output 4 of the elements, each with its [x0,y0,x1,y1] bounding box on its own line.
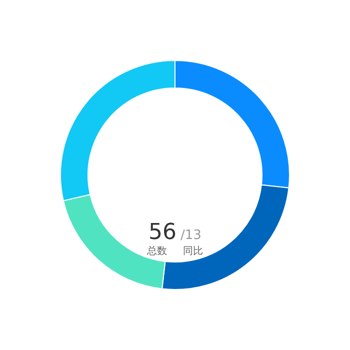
text: 同比 [183,244,203,258]
text: 56 [148,220,177,245]
text: /13 [180,228,202,243]
text: 总数 [147,244,167,258]
